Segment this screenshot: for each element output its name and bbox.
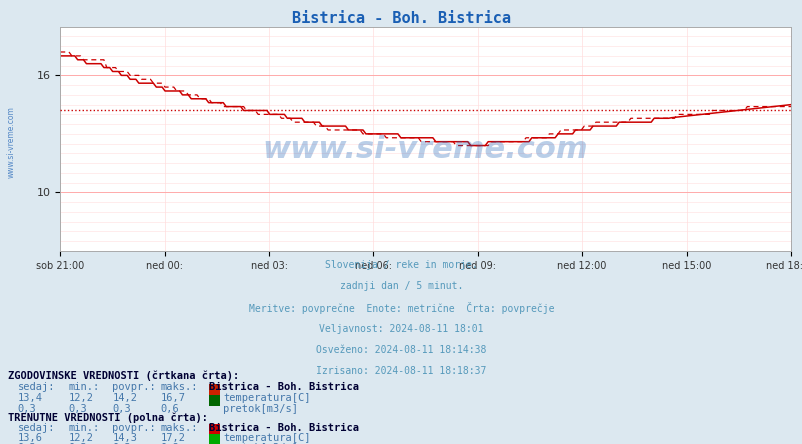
Text: maks.:: maks.: [160,382,198,392]
Text: 12,2: 12,2 [68,393,93,403]
Text: Osveženo: 2024-08-11 18:14:38: Osveženo: 2024-08-11 18:14:38 [316,345,486,355]
Text: 0,3: 0,3 [68,404,87,414]
Text: 13,6: 13,6 [18,433,43,444]
Text: 13,4: 13,4 [18,393,43,403]
Text: Bistrica - Boh. Bistrica: Bistrica - Boh. Bistrica [209,382,358,392]
Text: Slovenija / reke in morje.: Slovenija / reke in morje. [325,260,477,270]
Text: 14,2: 14,2 [112,393,137,403]
Text: www.si-vreme.com: www.si-vreme.com [6,106,15,178]
Text: sedaj:: sedaj: [18,423,55,433]
Text: temperatura[C]: temperatura[C] [223,393,310,403]
Text: 17,2: 17,2 [160,433,185,444]
Text: www.si-vreme.com: www.si-vreme.com [262,135,588,164]
Text: povpr.:: povpr.: [112,382,156,392]
Text: 0,6: 0,6 [160,404,179,414]
Text: min.:: min.: [68,423,99,433]
Text: 12,2: 12,2 [68,433,93,444]
Text: TRENUTNE VREDNOSTI (polna črta):: TRENUTNE VREDNOSTI (polna črta): [8,412,208,423]
Text: Bistrica - Boh. Bistrica: Bistrica - Boh. Bistrica [292,11,510,26]
Text: 0,3: 0,3 [18,443,36,444]
Text: 0,8: 0,8 [160,443,179,444]
Text: Bistrica - Boh. Bistrica: Bistrica - Boh. Bistrica [209,423,358,433]
Text: 0,3: 0,3 [112,404,131,414]
Text: maks.:: maks.: [160,423,198,433]
Text: povpr.:: povpr.: [112,423,156,433]
Text: sedaj:: sedaj: [18,382,55,392]
Text: Veljavnost: 2024-08-11 18:01: Veljavnost: 2024-08-11 18:01 [319,324,483,334]
Text: Izrisano: 2024-08-11 18:18:37: Izrisano: 2024-08-11 18:18:37 [316,366,486,377]
Text: 0,3: 0,3 [68,443,87,444]
Text: temperatura[C]: temperatura[C] [223,433,310,444]
Text: pretok[m3/s]: pretok[m3/s] [223,404,298,414]
Text: min.:: min.: [68,382,99,392]
Text: 14,3: 14,3 [112,433,137,444]
Text: 16,7: 16,7 [160,393,185,403]
Text: ZGODOVINSKE VREDNOSTI (črtkana črta):: ZGODOVINSKE VREDNOSTI (črtkana črta): [8,371,239,381]
Text: 0,3: 0,3 [112,443,131,444]
Text: pretok[m3/s]: pretok[m3/s] [223,443,298,444]
Text: 0,3: 0,3 [18,404,36,414]
Text: zadnji dan / 5 minut.: zadnji dan / 5 minut. [339,281,463,291]
Text: Meritve: povprečne  Enote: metrične  Črta: povprečje: Meritve: povprečne Enote: metrične Črta:… [249,302,553,314]
